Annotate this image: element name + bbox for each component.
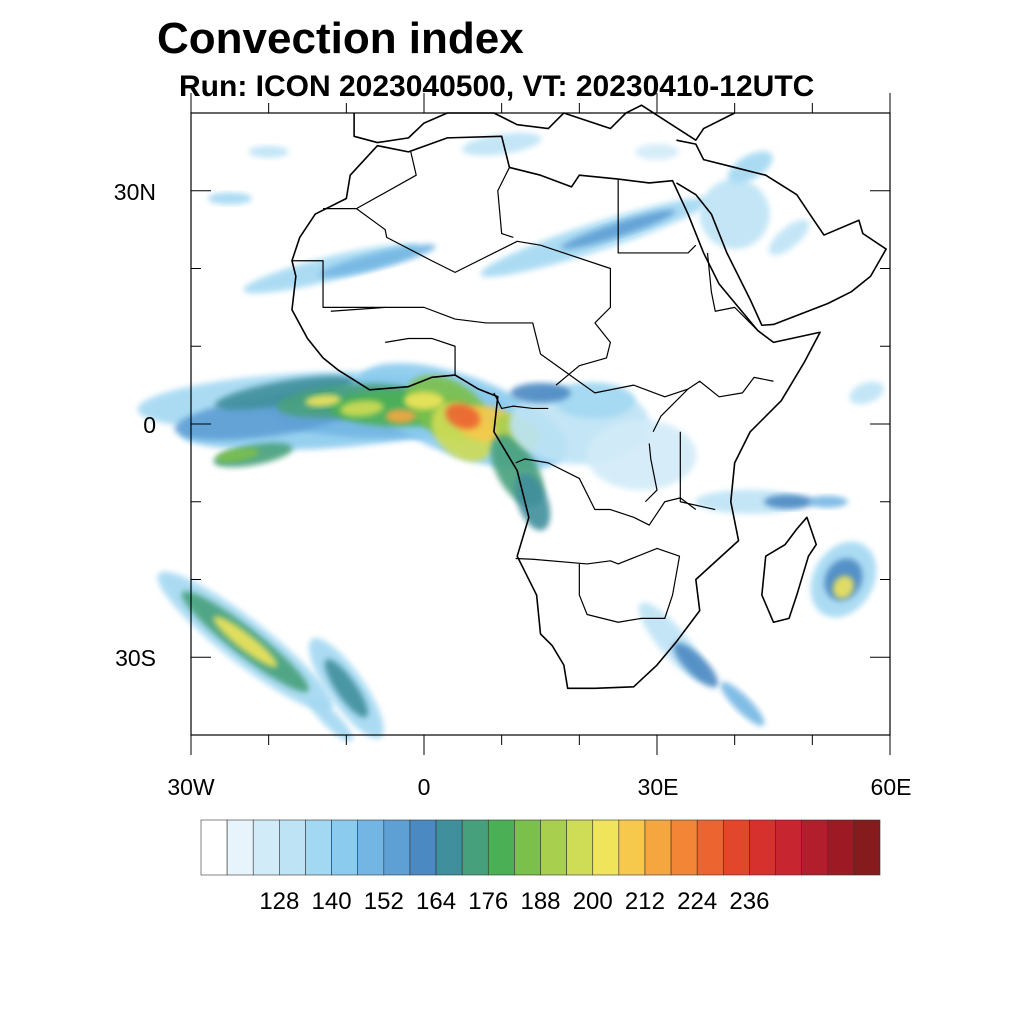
convection-cell (324, 659, 369, 718)
madagascar-coastline (761, 516, 818, 624)
country-border (330, 306, 774, 398)
lat-label-30s: 30S (115, 645, 156, 671)
convection-cell (215, 448, 260, 463)
colorbar-tick-label: 236 (729, 888, 770, 915)
colorbar-tick-label: 164 (416, 888, 457, 915)
colorbar-tick-label: 140 (311, 888, 352, 915)
country-border (706, 252, 759, 332)
coastline-layer (291, 104, 887, 690)
colorbar-swatch (749, 819, 776, 876)
convection-cell (673, 642, 719, 688)
country-border (652, 388, 689, 433)
map-frame (190, 93, 891, 755)
convection-cell (720, 681, 765, 726)
convection-cell (768, 219, 810, 256)
arabia-coastline (676, 139, 887, 327)
lat-label-eq: 0 (143, 412, 156, 438)
colorbar-swatch (592, 819, 620, 876)
colorbar-swatch (644, 819, 672, 876)
country-border (515, 547, 681, 623)
colorbar-swatch (827, 819, 855, 876)
country-border (515, 458, 697, 526)
convection-cell (510, 382, 571, 403)
convection-cell (807, 495, 848, 508)
convection-cell (213, 616, 278, 668)
colorbar-tick-label: 128 (259, 888, 300, 915)
convection-cell (305, 394, 341, 407)
chart-title: Convection index (157, 14, 524, 63)
country-border (617, 179, 697, 254)
colorbar-swatch (461, 819, 489, 876)
convection-cell (404, 391, 444, 410)
country-border (356, 208, 611, 324)
country-border (323, 151, 417, 210)
convection-cell (699, 179, 770, 250)
colorbar-swatch (331, 819, 358, 876)
convection-field-layer (137, 132, 884, 742)
colorbar-tick-label: 152 (363, 888, 404, 915)
convection-cell (849, 381, 884, 405)
colorbar-tick-label: 224 (677, 888, 718, 915)
colorbar-swatch (252, 819, 280, 876)
colorbar-swatch (853, 819, 881, 876)
lon-label-30e: 30E (637, 774, 679, 800)
lon-label-0: 0 (417, 774, 431, 800)
convection-cell (207, 192, 252, 205)
country-border (497, 167, 514, 238)
lat-label-30n: 30N (113, 179, 156, 205)
convection-cell (635, 143, 679, 160)
colorbar-swatch (566, 819, 594, 876)
colorbar-swatch (409, 819, 437, 876)
colorbar-swatch (540, 819, 567, 876)
convection-cell (462, 132, 542, 156)
chart-subtitle: Run: ICON 2023040500, VT: 20230410-12UTC (179, 70, 815, 103)
convection-cell (339, 400, 384, 417)
convection-cell (319, 244, 436, 278)
europe-coastline (353, 104, 736, 144)
colorbar-swatch (696, 819, 724, 876)
colorbar-swatch (383, 819, 411, 876)
convection-cell (215, 375, 354, 410)
colorbar-tick-label: 176 (468, 888, 509, 915)
colorbar-swatch (305, 819, 332, 876)
convection-cell (308, 697, 353, 742)
colorbar-swatch (357, 819, 385, 876)
colorbar-tick-label: 200 (572, 888, 613, 915)
country-border (644, 443, 658, 503)
convection-cell (445, 403, 481, 430)
colorbar-swatch (801, 819, 829, 876)
colorbar-swatch (487, 819, 515, 876)
lon-label-60e: 60E (870, 774, 912, 800)
convection-cell (554, 382, 635, 419)
convection-cell (832, 575, 854, 599)
colorbar-swatch (279, 819, 306, 876)
convection-cell (385, 409, 416, 424)
colorbar-tick-label: 212 (624, 888, 665, 915)
country-border (679, 431, 716, 511)
country-border (385, 337, 456, 376)
colorbar-swatch (775, 819, 802, 876)
country-border (291, 260, 386, 308)
country-border (555, 322, 611, 386)
convection-cell (764, 494, 815, 509)
colorbar-swatch (226, 819, 254, 876)
lon-label-30w: 30W (167, 774, 215, 800)
colorbar-swatch (618, 819, 646, 876)
colorbar-swatch (200, 819, 228, 876)
colorbar-swatch (670, 819, 698, 876)
convection-cell (586, 420, 697, 491)
convection-cell (515, 473, 551, 531)
colorbar (200, 819, 881, 876)
convection-cell (248, 145, 289, 158)
colorbar-tick-label: 188 (520, 888, 561, 915)
colorbar-swatch (435, 819, 463, 876)
colorbar-swatch (514, 819, 541, 876)
colorbar-swatch (723, 819, 750, 876)
convection-cell (727, 151, 773, 184)
country-border (493, 392, 549, 410)
